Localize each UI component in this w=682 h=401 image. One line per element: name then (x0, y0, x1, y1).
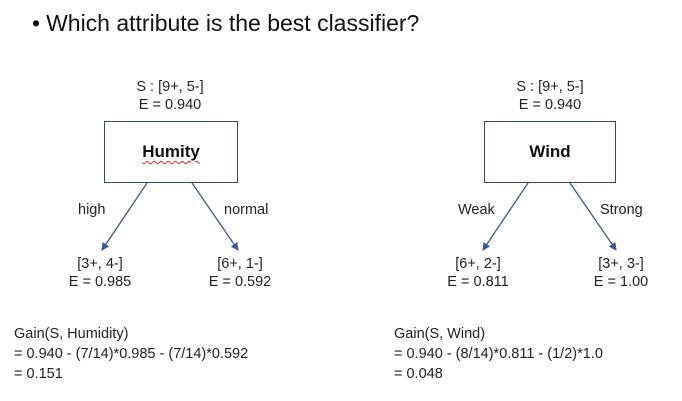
humidity-branch-normal-label: normal (224, 202, 269, 218)
humidity-gain-line1: Gain(S, Humidity) (14, 326, 129, 342)
wind-branch-weak-label: Weak (458, 202, 495, 218)
humidity-node-label: Humity (142, 142, 200, 161)
wind-root-entropy: E = 0.940 (518, 97, 582, 113)
humidity-root-set: S : [9+, 5-] (136, 79, 204, 95)
wind-strong-entropy: E = 1.00 (593, 274, 649, 290)
humidity-gain-line2: = 0.940 - (7/14)*0.985 - (7/14)*0.592 (14, 346, 249, 362)
humidity-gain: Gain(S, Humidity) = 0.940 - (7/14)*0.985… (14, 324, 248, 384)
slide-heading: • Which attribute is the best classifier? (32, 10, 419, 37)
humidity-node: Humity (104, 121, 238, 183)
edge-wind-strong (569, 182, 617, 251)
edge-humidity-normal (191, 182, 239, 251)
humidity-high-entropy: E = 0.985 (68, 274, 132, 290)
wind-strong-set: [3+, 3-] (598, 256, 644, 272)
wind-weak-entropy: E = 0.811 (447, 274, 509, 290)
wind-gain-line2: = 0.940 - (8/14)*0.811 - (1/2)*1.0 (394, 346, 603, 362)
wind-branch-strong-label: Strong (600, 202, 643, 218)
humidity-normal-entropy: E = 0.592 (208, 274, 272, 290)
humidity-branch-high-label: high (78, 202, 106, 218)
wind-root-set: S : [9+, 5-] (516, 79, 584, 95)
bullet: • (32, 10, 41, 36)
heading-text: Which attribute is the best classifier? (46, 10, 420, 36)
wind-gain-line3: = 0.048 (394, 366, 443, 382)
wind-node: Wind (484, 121, 616, 183)
humidity-high-set: [3+, 4-] (77, 256, 123, 272)
wind-gain-line1: Gain(S, Wind) (394, 326, 486, 342)
edge-humidity-high (101, 182, 148, 251)
humidity-root-entropy: E = 0.940 (138, 97, 202, 113)
humidity-gain-line3: = 0.151 (14, 366, 63, 382)
humidity-normal-set: [6+, 1-] (217, 256, 263, 272)
edge-wind-weak (482, 182, 529, 251)
wind-weak-set: [6+, 2-] (455, 256, 501, 272)
wind-gain: Gain(S, Wind) = 0.940 - (8/14)*0.811 - (… (394, 324, 603, 384)
wind-node-label: Wind (529, 142, 571, 161)
